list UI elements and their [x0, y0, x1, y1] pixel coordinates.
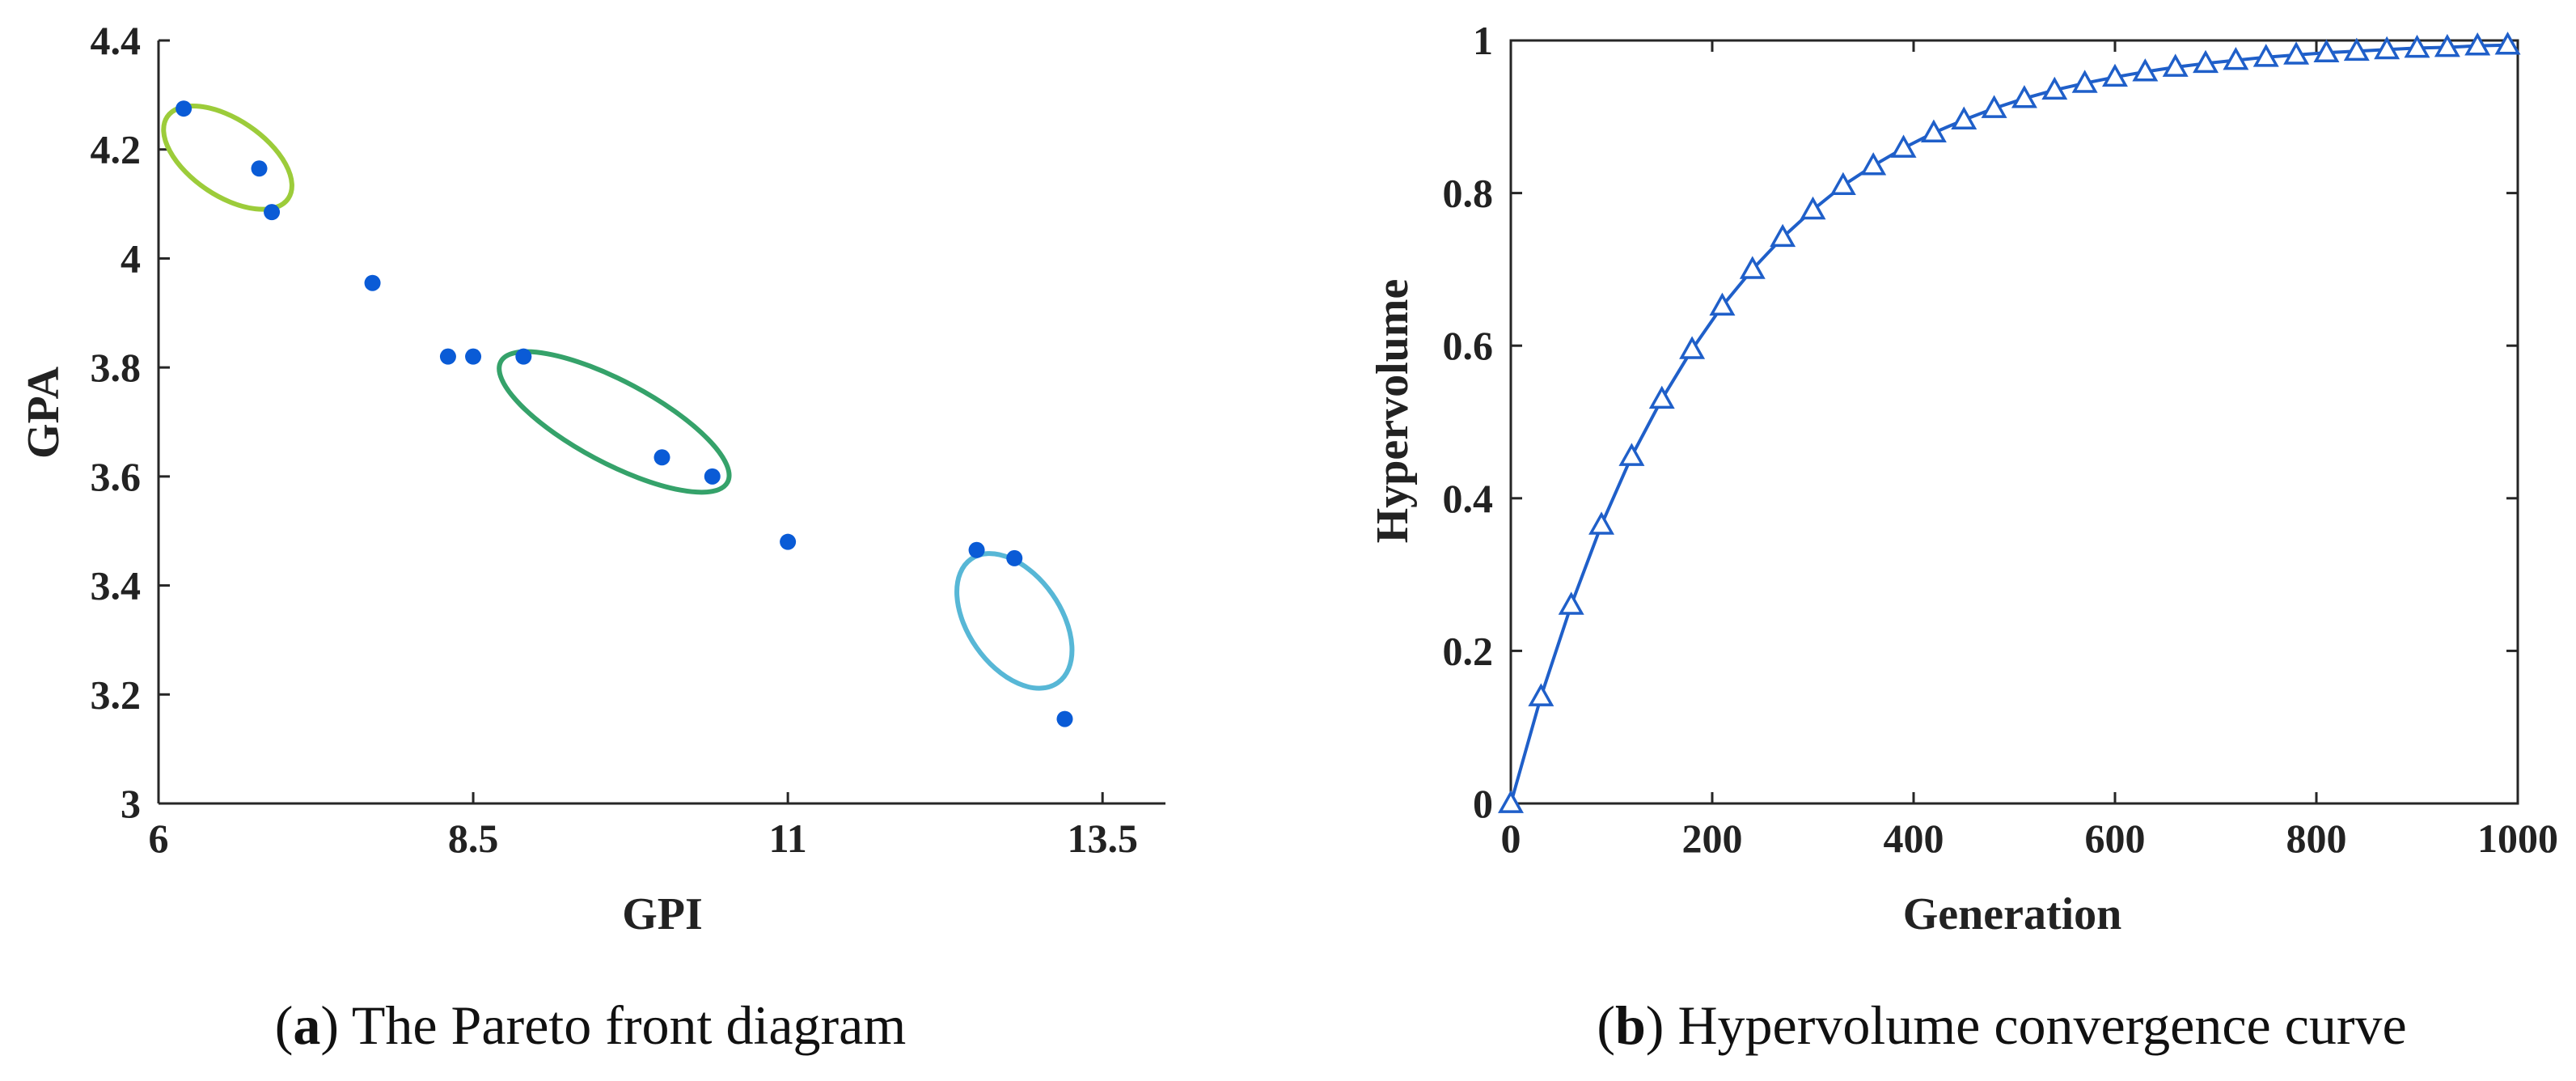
x-axis-label-generation: Generation — [1903, 889, 2122, 939]
y-tick-label: 0.8 — [1443, 171, 1494, 216]
triangle-marker — [1648, 385, 1675, 409]
triangle-marker — [1829, 172, 1856, 196]
triangle-marker — [1951, 106, 1977, 129]
hypervolume-chart: 0 200 400 600 800 1000 0 0.2 0.4 0.6 0.8 1 Generati… — [1368, 18, 2558, 1056]
triangle-marker — [2283, 41, 2310, 65]
triangle-marker — [2494, 32, 2521, 55]
x-tick-label: 8.5 — [448, 816, 499, 861]
cluster-1-ellipse — [161, 103, 294, 212]
triangle-marker — [2343, 37, 2370, 61]
triangle-marker — [2162, 53, 2189, 77]
y-tick-label: 3 — [121, 781, 141, 826]
triangle-marker — [2313, 39, 2340, 62]
x-tick-label: 0 — [1501, 816, 1521, 861]
y-tick-label: 0.6 — [1443, 323, 1494, 368]
cluster-2-ellipse — [497, 349, 732, 495]
y-tick-label: 3.4 — [91, 563, 142, 608]
triangle-marker — [2434, 33, 2460, 57]
scatter-point — [704, 468, 721, 485]
y-tick-label: 4.4 — [91, 18, 142, 63]
scatter-point — [264, 204, 281, 221]
triangle-marker — [1860, 152, 1887, 176]
triangle-marker — [2071, 70, 2098, 93]
y-tick-label: 1 — [1473, 18, 1493, 63]
scatter-point — [780, 533, 797, 550]
y-tick-label: 0 — [1473, 781, 1493, 826]
caption-b-letter: b — [1615, 994, 1646, 1056]
triangle-marker — [1498, 790, 1524, 813]
caption-b: (b) Hypervolume convergence curve — [1597, 994, 2406, 1056]
pareto-tick-labels: 6 8.5 11 13.5 3 3.2 3.4 3.6 3.8 4 4.2 4.4 — [91, 18, 1138, 861]
caption-b-text: Hypervolume convergence curve — [1664, 994, 2406, 1056]
caption-a-letter: a — [293, 994, 320, 1056]
triangle-marker — [1558, 591, 1584, 615]
x-tick-label: 11 — [769, 816, 807, 861]
triangle-marker — [2374, 36, 2400, 60]
triangle-marker — [2223, 46, 2249, 70]
x-tick-label: 6 — [149, 816, 169, 861]
scatter-point — [515, 348, 532, 365]
triangle-marker — [1709, 292, 1736, 316]
scatter-point — [465, 348, 482, 365]
triangle-marker — [2464, 32, 2491, 56]
triangle-marker — [1800, 196, 1826, 220]
triangle-marker — [2132, 58, 2159, 82]
caption-a: (a) The Pareto front diagram — [275, 994, 907, 1056]
triangle-marker — [1739, 256, 1766, 279]
x-tick-label: 400 — [1884, 816, 1944, 861]
pareto-points — [176, 100, 1073, 727]
triangle-marker — [1770, 223, 1796, 248]
y-tick-label: 4 — [121, 235, 141, 281]
x-tick-label: 13.5 — [1067, 816, 1138, 861]
triangle-marker — [2041, 76, 2068, 100]
x-tick-label: 800 — [2286, 816, 2347, 861]
cluster-3-ellipse — [954, 551, 1075, 691]
triangle-marker — [2252, 44, 2279, 67]
hypervolume-series — [1498, 32, 2521, 813]
triangle-marker — [1618, 443, 1645, 466]
hypervolume-line — [1509, 43, 2508, 804]
y-axis-label-gpa: GPA — [19, 366, 69, 459]
y-tick-label: 3.2 — [91, 672, 142, 717]
hypervolume-axes — [1509, 39, 2519, 805]
y-axis-label-hypervolume: Hypervolume — [1368, 279, 1418, 544]
triangle-marker — [2404, 34, 2430, 58]
scatter-point — [364, 274, 381, 291]
triangle-marker — [1528, 683, 1554, 706]
triangle-marker — [2193, 49, 2219, 74]
caption-a-text: The Pareto front diagram — [339, 994, 906, 1056]
hypervolume-tick-labels: 0 200 400 600 800 1000 0 0.2 0.4 0.6 0.8 1 — [1443, 18, 2559, 861]
triangle-marker — [1920, 119, 1947, 142]
y-tick-label: 3.6 — [91, 454, 142, 499]
triangle-marker — [2102, 63, 2128, 87]
scatter-point — [968, 541, 985, 558]
scatter-point — [1056, 710, 1073, 727]
triangle-marker — [1890, 134, 1917, 158]
x-tick-label: 200 — [1682, 816, 1743, 861]
triangle-marker — [1981, 95, 2007, 118]
pareto-axes — [157, 39, 1165, 805]
scatter-point — [251, 160, 268, 177]
scatter-point — [439, 348, 456, 365]
y-tick-label: 4.2 — [91, 127, 142, 172]
scatter-point — [654, 449, 670, 466]
y-tick-label: 3.8 — [91, 345, 142, 390]
scatter-point — [1006, 549, 1023, 566]
plot-box — [1509, 39, 2519, 805]
triangle-marker — [2011, 85, 2037, 108]
triangle-marker — [1679, 336, 1706, 359]
x-tick-label: 600 — [2085, 816, 2146, 861]
pareto-front-chart: 6 8.5 11 13.5 3 3.2 3.4 3.6 3.8 4 4.2 4.4 GPI GPA (… — [19, 18, 1165, 1056]
triangle-marker — [1588, 511, 1615, 535]
pareto-cluster-ellipses — [161, 103, 1075, 691]
x-tick-label: 1000 — [2477, 816, 2558, 861]
x-axis-label-gpi: GPI — [622, 889, 703, 939]
scatter-point — [176, 100, 192, 117]
y-tick-label: 0.4 — [1443, 476, 1494, 521]
y-tick-label: 0.2 — [1443, 628, 1494, 673]
